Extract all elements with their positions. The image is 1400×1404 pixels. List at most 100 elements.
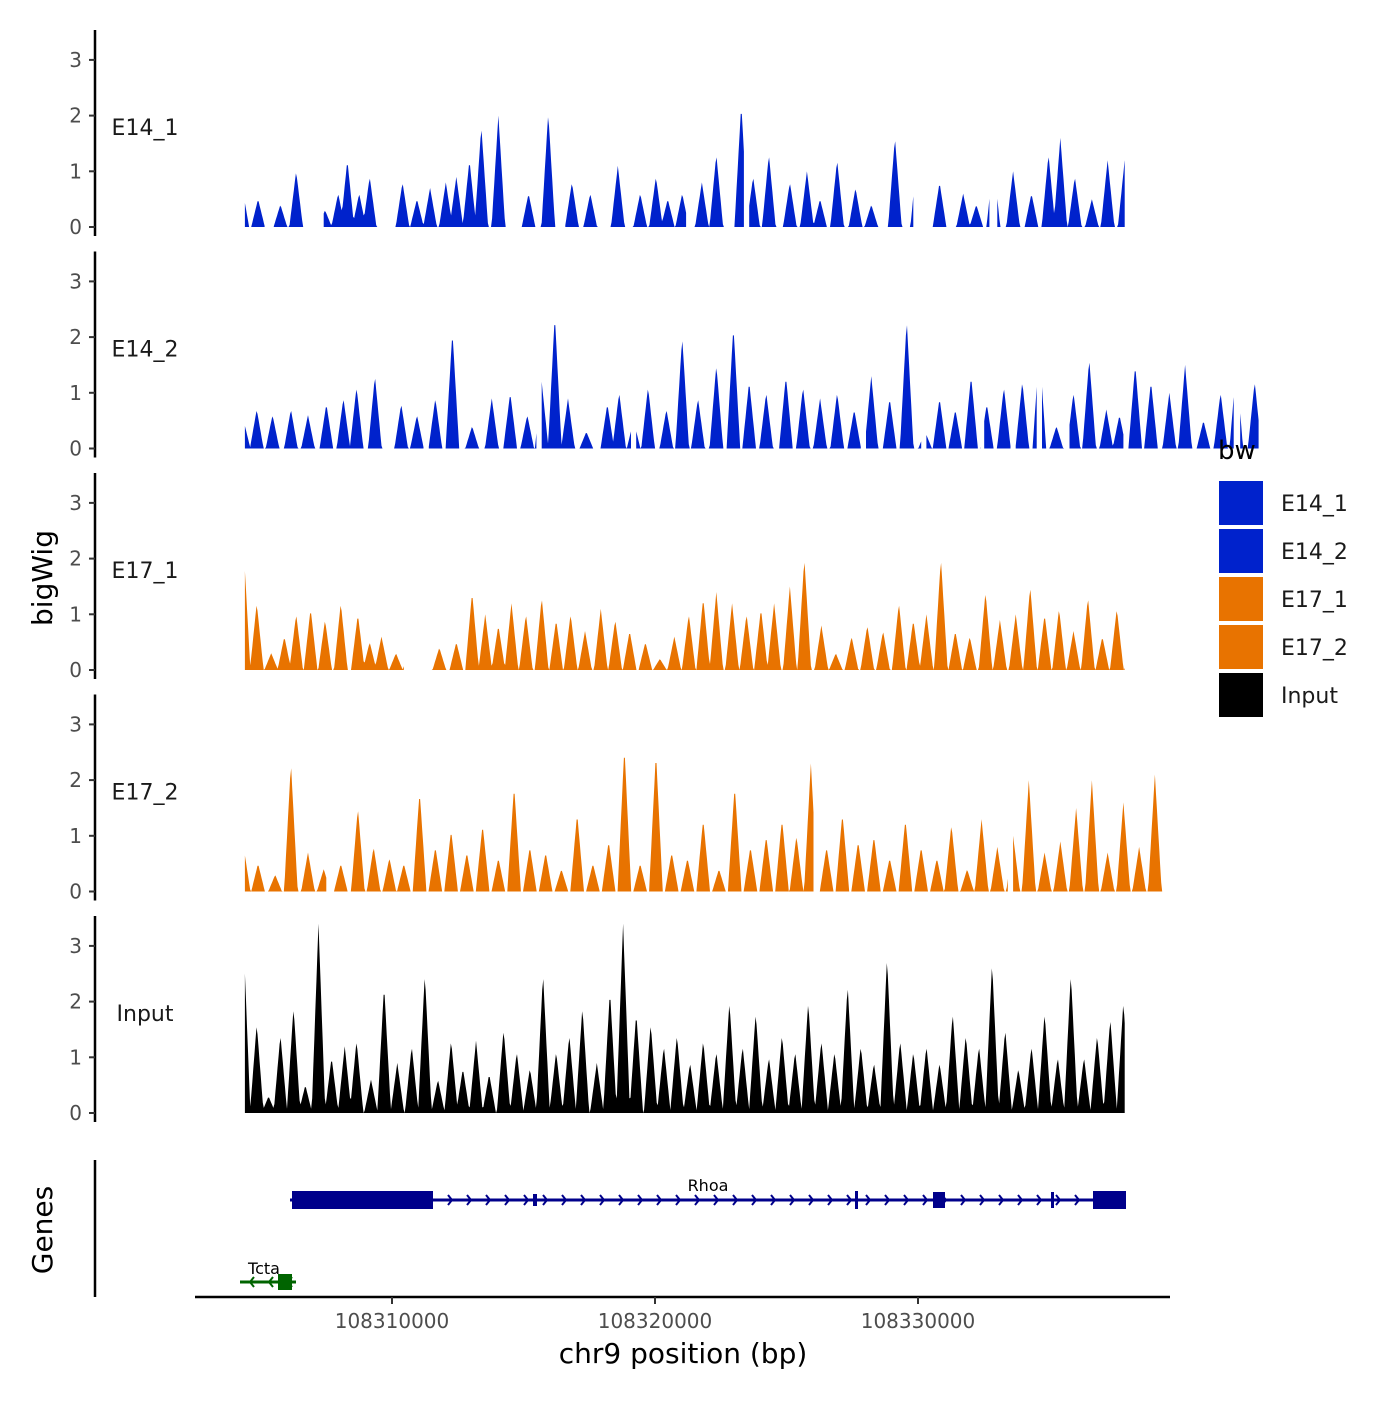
y-tick-label-E17_1-1: 1 <box>69 602 82 626</box>
strand-arrow-Rhoa <box>846 1194 853 1206</box>
y-tick-label-E17_2-1: 1 <box>69 824 82 848</box>
legend-label-E14_2: E14_2 <box>1281 540 1348 565</box>
coverage-area-E14_2-7 <box>1015 384 1037 449</box>
y-tick-label-E17_1-3: 3 <box>69 491 82 515</box>
y-tick-label-E14_1-1: 1 <box>69 159 82 183</box>
strand-arrow-Rhoa <box>523 1194 530 1206</box>
y-tick-label-E17_2-2: 2 <box>69 768 82 792</box>
strand-arrow-Rhoa <box>656 1194 663 1206</box>
coverage-area-E14_1-4 <box>515 117 561 227</box>
strand-arrow-Rhoa <box>1074 1194 1081 1206</box>
gene-label-Rhoa: Rhoa <box>688 1176 729 1195</box>
y-tick-label-E17_1-0: 0 <box>69 658 82 682</box>
strand-arrow-Rhoa <box>1055 1194 1062 1206</box>
coverage-area-Input-0 <box>244 923 1125 1113</box>
strand-arrow-Rhoa <box>485 1194 492 1206</box>
exon-Rhoa-0 <box>292 1191 433 1209</box>
strand-arrow-Rhoa <box>979 1194 986 1206</box>
strand-arrow-Tcta <box>248 1276 255 1288</box>
coverage-area-E14_1-0 <box>244 201 265 227</box>
coverage-area-E14_1-7 <box>749 141 914 227</box>
strand-arrow-Rhoa <box>694 1194 701 1206</box>
strand-arrow-Rhoa <box>903 1194 910 1206</box>
track-label-E14_2: E14_2 <box>112 338 179 363</box>
strand-arrow-Rhoa <box>561 1194 568 1206</box>
y-tick-label-Input-2: 2 <box>69 990 82 1014</box>
x-tick-label-108310000: 108310000 <box>335 1309 450 1333</box>
strand-arrow-Rhoa <box>447 1194 454 1206</box>
strand-arrow-Rhoa <box>675 1194 682 1206</box>
strand-arrow-Rhoa <box>713 1194 720 1206</box>
coverage-area-E14_1-9 <box>997 137 1125 227</box>
y-tick-label-Input-1: 1 <box>69 1045 82 1069</box>
y-tick-label-E14_2-3: 3 <box>69 269 82 293</box>
genes-title: Genes <box>26 1186 59 1274</box>
exon-Tcta-0 <box>278 1274 292 1290</box>
y-tick-label-Input-0: 0 <box>69 1101 82 1125</box>
track-E17_2 <box>244 757 1163 892</box>
track-E14_1 <box>244 113 1125 227</box>
coverage-area-E14_2-2 <box>541 325 631 449</box>
strand-arrow-Rhoa <box>1036 1194 1043 1206</box>
x-tick-label-108330000: 108330000 <box>861 1309 976 1333</box>
track-label-E14_1: E14_1 <box>112 116 179 141</box>
strand-arrow-Rhoa <box>732 1194 739 1206</box>
legend-swatch-E17_1 <box>1219 577 1263 621</box>
y-tick-label-E14_2-2: 2 <box>69 325 82 349</box>
legend-label-E17_1: E17_1 <box>1281 588 1348 613</box>
strand-arrow-Rhoa <box>770 1194 777 1206</box>
coverage-area-E14_1-1 <box>273 173 318 227</box>
strand-arrow-Rhoa <box>884 1194 891 1206</box>
gene-Rhoa: Rhoa <box>290 1176 1126 1209</box>
exon-Rhoa-5 <box>1093 1191 1126 1209</box>
strand-arrow-Rhoa <box>827 1194 834 1206</box>
coverage-area-E14_2-4 <box>866 325 922 449</box>
strand-arrow-Tcta <box>267 1276 274 1288</box>
y-tick-label-E17_2-0: 0 <box>69 880 82 904</box>
legend-swatch-E14_2 <box>1219 529 1263 573</box>
coverage-area-E17_1-0 <box>244 571 404 670</box>
y-tick-label-E14_1-2: 2 <box>69 104 82 128</box>
exon-Rhoa-4 <box>1051 1192 1054 1208</box>
y-tick-label-E14_2-1: 1 <box>69 381 82 405</box>
y-tick-label-E17_1-2: 2 <box>69 547 82 571</box>
coverage-area-E14_2-8 <box>1042 386 1065 449</box>
legend-swatch-Input <box>1219 673 1263 717</box>
y-axis-title: bigWig <box>26 530 59 626</box>
coverage-area-E14_1-3 <box>393 115 509 227</box>
strand-arrow-Rhoa <box>504 1194 511 1206</box>
strand-arrow-Rhoa <box>998 1194 1005 1206</box>
strand-arrow-Rhoa <box>580 1194 587 1206</box>
track-E14_2 <box>244 325 1259 449</box>
gene-label-Tcta: Tcta <box>247 1259 280 1278</box>
coverage-area-E14_2-6 <box>984 389 1011 449</box>
coverage-area-E14_1-8 <box>931 185 990 227</box>
track-label-Input: Input <box>117 1002 174 1027</box>
coverage-area-E17_2-0 <box>244 768 327 892</box>
legend-label-E14_1: E14_1 <box>1281 492 1348 517</box>
strand-arrow-Rhoa <box>808 1194 815 1206</box>
strand-arrow-Rhoa <box>865 1194 872 1206</box>
x-tick-label-108320000: 108320000 <box>598 1309 713 1333</box>
strand-arrow-Rhoa <box>618 1194 625 1206</box>
strand-arrow-Rhoa <box>599 1194 606 1206</box>
coverage-area-E14_2-9 <box>1069 362 1124 449</box>
y-tick-label-Input-3: 3 <box>69 934 82 958</box>
legend-title: bw <box>1218 436 1256 466</box>
legend-swatch-E17_2 <box>1219 625 1263 669</box>
coverage-area-E17_2-3 <box>1013 774 1163 892</box>
coverage-area-E14_1-6 <box>691 113 744 227</box>
track-E17_1 <box>244 562 1125 670</box>
y-tick-label-E14_2-0: 0 <box>69 437 82 461</box>
exon-Rhoa-3 <box>933 1192 945 1208</box>
exon-Rhoa-2 <box>855 1191 858 1209</box>
exon-Rhoa-1 <box>533 1194 537 1206</box>
y-tick-label-E14_1-0: 0 <box>69 215 82 239</box>
y-tick-label-E14_1-3: 3 <box>69 48 82 72</box>
coverage-area-E14_2-0 <box>244 378 424 449</box>
coverage-area-E14_1-2 <box>323 165 379 227</box>
strand-arrow-Rhoa <box>637 1194 644 1206</box>
legend-label-E17_2: E17_2 <box>1281 636 1348 661</box>
